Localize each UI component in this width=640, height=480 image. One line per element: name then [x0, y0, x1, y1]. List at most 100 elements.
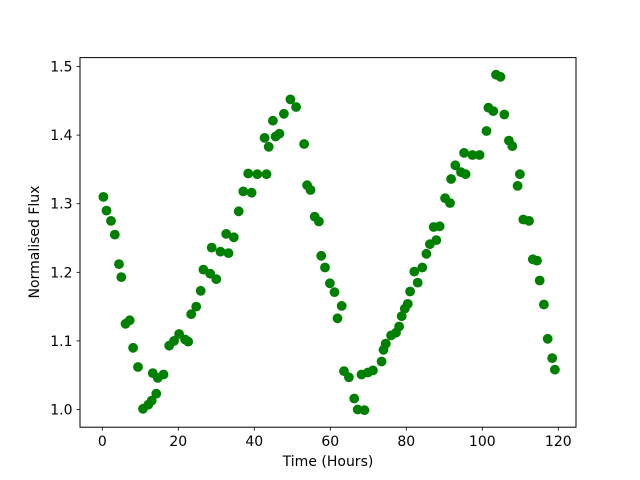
data-point: [524, 216, 534, 226]
data-point: [274, 128, 285, 139]
data-point: [146, 395, 157, 406]
data-point: [228, 232, 239, 243]
data-point: [252, 169, 263, 180]
data-point: [396, 311, 407, 322]
y-tick-label: 1.4: [50, 128, 72, 144]
data-point: [332, 313, 343, 324]
data-point: [106, 216, 116, 226]
data-point: [421, 248, 432, 259]
data-point: [305, 185, 316, 195]
data-point: [349, 393, 360, 404]
data-point: [534, 275, 545, 286]
data-point: [279, 108, 289, 119]
data-point: [394, 321, 404, 332]
data-point: [183, 336, 194, 347]
data-point: [446, 174, 456, 184]
plot-frame: [79, 57, 577, 428]
data-point: [507, 141, 518, 152]
y-axis-label: Normalised Flux: [27, 185, 43, 299]
y-tick-label: 1.0: [50, 403, 72, 419]
data-point: [221, 229, 232, 239]
data-point: [488, 106, 499, 116]
data-point: [344, 372, 354, 383]
x-tick-label: 100: [469, 434, 496, 450]
data-point: [450, 160, 461, 171]
data-point: [542, 333, 553, 344]
data-point: [151, 388, 162, 399]
data-point: [291, 102, 301, 112]
data-point: [495, 71, 506, 82]
data-point: [409, 266, 420, 277]
data-point: [133, 362, 143, 372]
data-point: [215, 246, 226, 257]
data-point: [223, 248, 234, 258]
data-point: [412, 277, 423, 288]
data-point: [515, 169, 525, 180]
data-point: [325, 278, 335, 289]
x-tick-label: 40: [245, 434, 263, 450]
data-point: [359, 405, 370, 416]
y-tick-label: 1.3: [50, 197, 72, 213]
data-point: [368, 365, 378, 376]
y-tick-label: 1.1: [50, 334, 72, 350]
data-point: [329, 287, 340, 298]
data-point: [434, 221, 445, 232]
data-point: [299, 139, 309, 149]
data-point: [532, 255, 542, 266]
data-point: [445, 198, 455, 208]
data-point: [499, 109, 510, 120]
data-point: [550, 364, 560, 375]
data-point: [314, 216, 324, 227]
data-point: [101, 205, 112, 216]
x-tick-label: 80: [397, 434, 415, 450]
data-point: [233, 206, 244, 217]
data-point: [261, 169, 272, 180]
data-point: [211, 274, 222, 285]
data-point: [417, 262, 428, 273]
data-point: [114, 259, 124, 269]
data-point: [376, 356, 387, 367]
data-point: [320, 262, 330, 273]
data-point: [380, 338, 391, 349]
data-point: [98, 192, 109, 202]
data-point: [191, 301, 202, 312]
x-tick-label: 60: [321, 434, 339, 450]
data-point: [459, 148, 469, 158]
data-point: [268, 115, 278, 126]
data-point: [169, 336, 180, 346]
data-point: [481, 126, 492, 136]
x-tick-label: 20: [169, 434, 187, 450]
data-point: [431, 235, 442, 246]
data-point: [263, 141, 274, 152]
data-point: [474, 150, 485, 160]
data-point: [405, 286, 415, 297]
data-point: [316, 250, 327, 261]
data-point: [336, 301, 347, 311]
data-point: [259, 133, 270, 143]
y-tick-label: 1.2: [50, 265, 72, 281]
data-point: [109, 229, 120, 240]
data-point: [128, 342, 139, 353]
y-tick-label: 1.5: [50, 60, 72, 76]
x-tick-label: 0: [98, 434, 107, 450]
data-point: [158, 369, 169, 380]
data-point: [124, 315, 135, 326]
data-point: [243, 168, 254, 179]
data-point: [195, 285, 206, 296]
data-point: [285, 94, 296, 105]
data-point: [547, 353, 558, 363]
x-axis-label: Time (Hours): [282, 454, 374, 470]
data-point: [539, 299, 549, 310]
data-point: [238, 186, 249, 197]
data-point: [246, 187, 257, 198]
data-point: [206, 242, 217, 253]
data-point: [460, 169, 471, 180]
data-point: [467, 150, 478, 160]
data-point: [512, 181, 523, 191]
data-point: [186, 309, 197, 320]
x-tick-label: 120: [545, 434, 572, 450]
data-point: [402, 299, 413, 309]
data-point: [116, 272, 127, 282]
